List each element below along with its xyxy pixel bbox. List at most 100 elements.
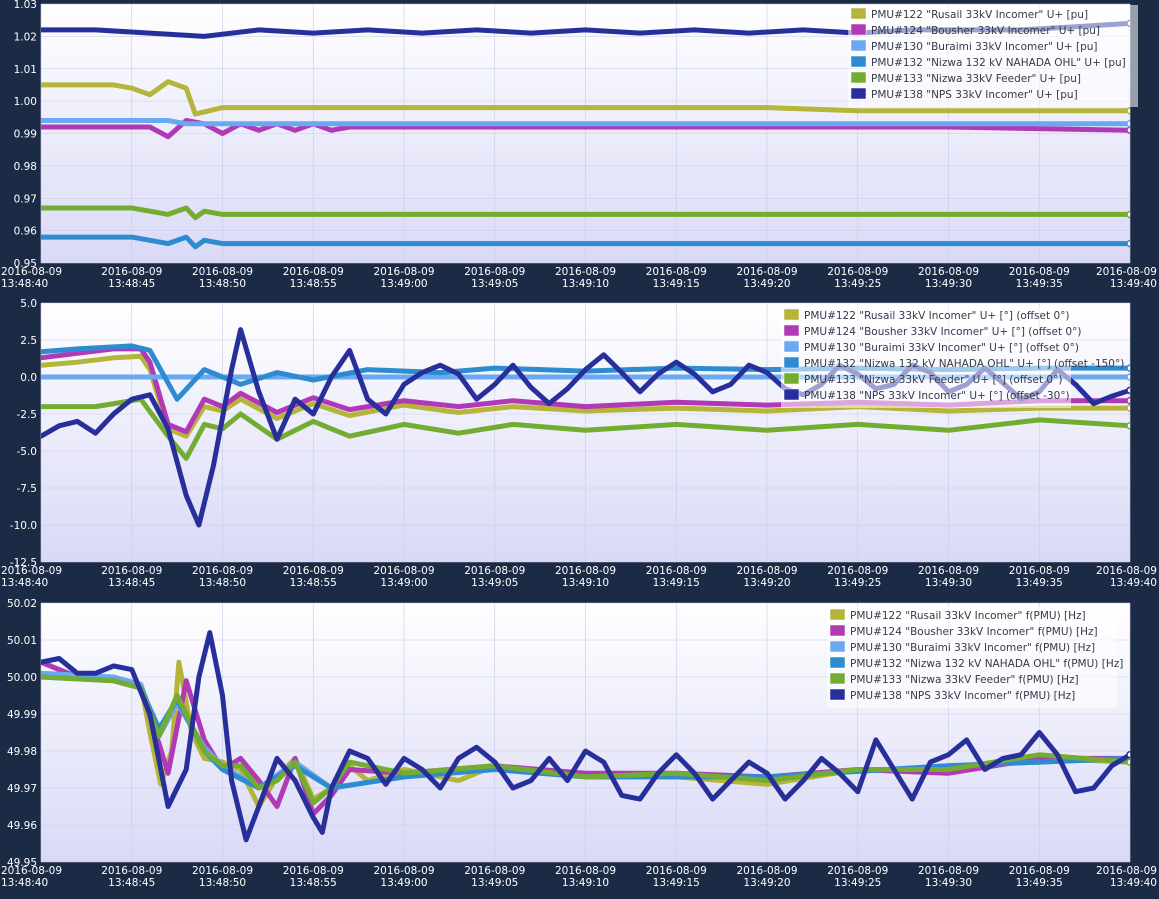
y-tick-label: 49.98 bbox=[7, 746, 37, 758]
x-tick-date: 2016-08-09 bbox=[827, 865, 888, 877]
y-tick-label: -2.5 bbox=[17, 409, 38, 421]
legend-swatch[interactable] bbox=[850, 55, 867, 68]
y-tick-label: 50.01 bbox=[7, 635, 37, 647]
legend-background bbox=[848, 5, 1138, 107]
legend-swatch[interactable] bbox=[829, 688, 846, 701]
y-tick-label: 50.02 bbox=[7, 598, 37, 610]
y-tick-label: 49.99 bbox=[7, 709, 37, 721]
x-tick-time: 13:49:25 bbox=[834, 877, 881, 889]
y-tick-label: 49.95 bbox=[7, 857, 37, 869]
series-line-s138 bbox=[41, 630, 1130, 843]
legend-swatch[interactable] bbox=[829, 608, 846, 621]
series-end-point bbox=[1126, 386, 1130, 395]
legend-entry-label[interactable]: PMU#132 "Nizwa 132 kV NAHADA OHL" f(PMU)… bbox=[850, 658, 1123, 670]
x-tick-time: 13:49:35 bbox=[1016, 577, 1063, 589]
y-tick-label: 49.97 bbox=[7, 783, 37, 795]
legend-entry-label[interactable]: PMU#124 "Bousher 33kV Incomer" U+ [°] (o… bbox=[804, 326, 1081, 338]
legend-entry-label[interactable]: PMU#122 "Rusail 33kV Incomer" f(PMU) [Hz… bbox=[850, 610, 1086, 622]
legend-entry-label[interactable]: PMU#124 "Bousher 33kV Incomer" U+ [pu] bbox=[871, 25, 1100, 37]
legend-swatch[interactable] bbox=[829, 640, 846, 653]
legend-swatch[interactable] bbox=[850, 23, 867, 36]
x-tick-date: 2016-08-09 bbox=[646, 266, 707, 278]
x-tick-date: 2016-08-09 bbox=[464, 565, 525, 577]
x-tick-date: 2016-08-09 bbox=[646, 565, 707, 577]
legend-swatch[interactable] bbox=[850, 7, 867, 20]
legend-entry-label[interactable]: PMU#130 "Buraimi 33kV Incomer" f(PMU) [H… bbox=[850, 642, 1095, 654]
x-tick-date: 2016-08-09 bbox=[736, 266, 797, 278]
legend-entry-label[interactable]: PMU#133 "Nizwa 33kV Feeder" U+ [pu] bbox=[871, 73, 1081, 85]
x-tick-time: 13:49:40 bbox=[1110, 278, 1157, 290]
x-tick-time: 13:48:50 bbox=[199, 577, 246, 589]
legend-swatch[interactable] bbox=[829, 672, 846, 685]
y-tick-label: 1.03 bbox=[14, 0, 37, 11]
legend-entry-label[interactable]: PMU#133 "Nizwa 33kV Feeder" f(PMU) [Hz] bbox=[850, 674, 1079, 686]
x-tick-time: 13:49:20 bbox=[743, 577, 790, 589]
y-tick-label: 1.01 bbox=[14, 64, 37, 76]
series-end-point bbox=[1126, 239, 1130, 248]
x-tick-time: 13:48:50 bbox=[199, 877, 246, 889]
x-tick-time: 13:48:55 bbox=[290, 577, 337, 589]
legend-swatch[interactable] bbox=[829, 624, 846, 637]
x-tick-date: 2016-08-09 bbox=[736, 565, 797, 577]
legend-entry-label[interactable]: PMU#122 "Rusail 33kV Incomer" U+ [pu] bbox=[871, 9, 1088, 21]
x-tick-date: 2016-08-09 bbox=[1, 266, 62, 278]
legend: PMU#122 "Rusail 33kV Incomer" U+ [pu] PMU… bbox=[848, 5, 1138, 107]
y-tick-label: -12.5 bbox=[10, 557, 37, 569]
x-tick-time: 13:48:40 bbox=[1, 278, 48, 290]
x-tick-date: 2016-08-09 bbox=[918, 865, 979, 877]
legend-swatch[interactable] bbox=[829, 656, 846, 669]
legend-swatch[interactable] bbox=[783, 388, 800, 401]
legend-swatch[interactable] bbox=[783, 372, 800, 385]
x-tick-time: 13:49:00 bbox=[380, 877, 427, 889]
x-tick-time: 13:49:25 bbox=[834, 278, 881, 290]
legend-entry-label[interactable]: PMU#130 "Buraimi 33kV Incomer" U+ [°] (o… bbox=[804, 342, 1079, 354]
legend-swatch[interactable] bbox=[850, 71, 867, 84]
x-tick-time: 13:49:00 bbox=[380, 278, 427, 290]
legend-swatch[interactable] bbox=[783, 356, 800, 369]
x-tick-time: 13:49:25 bbox=[834, 577, 881, 589]
x-tick-time: 13:48:40 bbox=[1, 877, 48, 889]
legend-swatch[interactable] bbox=[783, 340, 800, 353]
x-tick-date: 2016-08-09 bbox=[464, 266, 525, 278]
series-end-point bbox=[1126, 107, 1130, 115]
x-tick-time: 13:49:00 bbox=[380, 577, 427, 589]
series-end-point bbox=[1126, 120, 1130, 128]
legend-swatch[interactable] bbox=[783, 324, 800, 337]
x-tick-time: 13:49:15 bbox=[653, 577, 700, 589]
x-tick-time: 13:48:40 bbox=[1, 577, 48, 589]
legend-entry-label[interactable]: PMU#132 "Nizwa 132 kV NAHADA OHL" U+ [pu… bbox=[871, 57, 1126, 69]
x-tick-date: 2016-08-09 bbox=[1009, 565, 1070, 577]
y-tick-label: -5.0 bbox=[17, 446, 38, 458]
x-tick-date: 2016-08-09 bbox=[555, 565, 616, 577]
x-tick-date: 2016-08-09 bbox=[827, 565, 888, 577]
x-tick-date: 2016-08-09 bbox=[1096, 865, 1157, 877]
series-end-point bbox=[1126, 396, 1130, 405]
legend-entry-label[interactable]: PMU#130 "Buraimi 33kV Incomer" U+ [pu] bbox=[871, 41, 1098, 53]
legend-swatch[interactable] bbox=[850, 39, 867, 52]
legend-entry-label[interactable]: PMU#132 "Nizwa 132 kV NAHADA OHL" U+ [°]… bbox=[804, 358, 1124, 370]
legend-entry-label[interactable]: PMU#133 "Nizwa 33kV Feeder" U+ [°] (offs… bbox=[804, 374, 1062, 386]
legend-entry-label[interactable]: PMU#122 "Rusail 33kV Incomer" U+ [°] (of… bbox=[804, 310, 1070, 322]
series-line-s133 bbox=[41, 205, 1130, 221]
x-tick-date: 2016-08-09 bbox=[555, 266, 616, 278]
x-tick-date: 2016-08-09 bbox=[192, 266, 253, 278]
x-tick-date: 2016-08-09 bbox=[101, 266, 162, 278]
legend-entry-label[interactable]: PMU#138 "NPS 33kV Incomer" U+ [pu] bbox=[871, 89, 1078, 101]
x-tick-date: 2016-08-09 bbox=[283, 565, 344, 577]
legend-entry-label[interactable]: PMU#124 "Bousher 33kV Incomer" f(PMU) [H… bbox=[850, 626, 1098, 638]
legend-swatch[interactable] bbox=[783, 308, 800, 321]
x-tick-time: 13:49:20 bbox=[743, 877, 790, 889]
x-tick-time: 13:49:35 bbox=[1016, 877, 1063, 889]
x-tick-date: 2016-08-09 bbox=[1009, 266, 1070, 278]
y-tick-label: 0.97 bbox=[14, 193, 37, 205]
y-tick-label: 0.96 bbox=[14, 226, 38, 238]
x-tick-time: 13:48:55 bbox=[290, 278, 337, 290]
legend-entry-label[interactable]: PMU#138 "NPS 33kV Incomer" U+ [°] (offse… bbox=[804, 390, 1070, 402]
x-tick-time: 13:49:05 bbox=[471, 278, 518, 290]
legend-background bbox=[781, 306, 1071, 408]
x-tick-time: 13:48:45 bbox=[108, 877, 155, 889]
legend-entry-label[interactable]: PMU#138 "NPS 33kV Incomer" f(PMU) [Hz] bbox=[850, 690, 1075, 702]
legend-swatch[interactable] bbox=[850, 87, 867, 100]
x-tick-date: 2016-08-09 bbox=[736, 865, 797, 877]
